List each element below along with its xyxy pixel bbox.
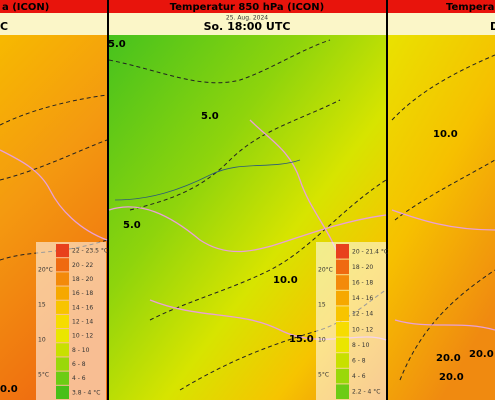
legend-scale: 20°C [318, 267, 333, 274]
header-bar [0, 0, 107, 13]
legend-scale: 15 [318, 302, 326, 309]
legend-swatch [336, 244, 349, 259]
legend-label: 20 - 21.4 °C [352, 248, 388, 255]
legend-swatch [56, 385, 69, 399]
legend-swatch [336, 306, 349, 321]
legend-label: 18 - 20 [72, 276, 93, 283]
legend-swatch [336, 275, 349, 290]
contour-label: 15.0 [289, 334, 314, 345]
legend-swatch [56, 314, 69, 329]
legend-box [36, 242, 106, 400]
legend-swatch [56, 371, 69, 385]
legend-swatch [56, 286, 69, 300]
header-bar [109, 0, 386, 13]
legend-swatch [336, 368, 349, 384]
map-right [388, 35, 495, 400]
legend-label: 22 - 23.5 °C [72, 248, 108, 255]
legend-scale: 5°C [318, 372, 329, 379]
legend-swatch [56, 357, 69, 371]
contour-label: 20.0 [469, 349, 494, 360]
legend-scale: 10 [318, 337, 326, 344]
subheader-bar [0, 13, 107, 35]
contour-label: 20.0 [439, 372, 464, 383]
legend-swatch [336, 353, 349, 368]
legend-swatch [56, 300, 69, 314]
panel-date: 25. Aug. 2024 [226, 15, 268, 22]
legend-label: 12 - 14 [352, 311, 373, 318]
subheader-bar [388, 13, 495, 35]
legend-label: 4 - 6 [352, 373, 366, 380]
panel-time: C [0, 20, 8, 33]
legend-label: 14 - 16 [352, 295, 373, 302]
legend-label: 8 - 10 [72, 347, 90, 354]
panel-title: Temperatur 850 hPa (ICON) [170, 2, 324, 13]
panel-time: D [490, 20, 495, 33]
contour-label: 10.0 [273, 275, 298, 286]
panel-title: Tempera [446, 2, 494, 13]
subheader-bar [109, 13, 386, 35]
contour-label: 0.0 [0, 384, 18, 395]
legend-label: 10 - 12 [352, 326, 373, 333]
legend-label: 3.8 - 4 °C [72, 389, 100, 396]
legend-label: 16 - 18 [352, 280, 373, 287]
contour-label: 20.0 [436, 353, 461, 364]
legend-label: 10 - 12 [72, 333, 93, 340]
legend-swatch [56, 244, 69, 258]
legend-box [316, 242, 386, 400]
legend-swatch [336, 322, 349, 337]
contour-label: 5.0 [201, 111, 219, 122]
panel-time: So. 18:00 UTC [204, 20, 291, 33]
legend-swatch [56, 343, 69, 357]
legend-label: 8 - 10 [352, 342, 370, 349]
legend-label: 20 - 22 [72, 262, 93, 269]
legend-scale: 5°C [38, 372, 49, 379]
panel-title: a (ICON) [2, 2, 49, 13]
legend-label: 6 - 8 [72, 361, 86, 368]
legend-scale: 20°C [38, 267, 53, 274]
legend-swatch [336, 384, 349, 399]
legend-label: 18 - 20 [352, 264, 373, 271]
legend-label: 12 - 14 [72, 319, 93, 326]
legend-swatch [56, 329, 69, 343]
contour-label: 5.0 [108, 39, 126, 50]
legend-scale: 10 [38, 337, 46, 344]
legend-swatch [336, 337, 349, 353]
legend-swatch [336, 290, 349, 306]
legend-swatch [56, 258, 69, 272]
legend-label: 4 - 6 [72, 375, 86, 382]
legend-label: 6 - 8 [352, 358, 366, 365]
contour-label: 10.0 [433, 129, 458, 140]
legend-label: 16 - 18 [72, 290, 93, 297]
legend-swatch [56, 272, 69, 286]
legend-swatch [336, 259, 349, 275]
legend-label: 2.2 - 4 °C [352, 389, 380, 396]
header-bar [388, 0, 495, 13]
contour-label: 5.0 [123, 220, 141, 231]
legend-label: 14 - 16 [72, 304, 93, 311]
legend-scale: 15 [38, 302, 46, 309]
